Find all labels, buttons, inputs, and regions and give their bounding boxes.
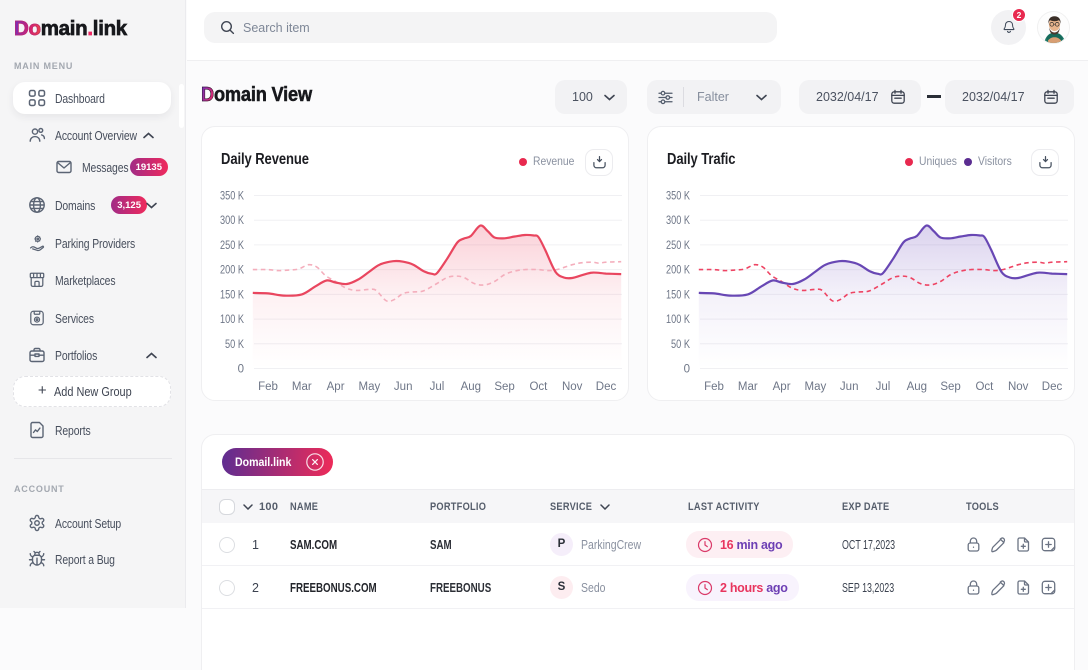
svg-text:Aug: Aug bbox=[461, 381, 481, 393]
svg-text:May: May bbox=[805, 381, 827, 393]
svg-text:Dec: Dec bbox=[596, 381, 617, 393]
svg-text:Mar: Mar bbox=[738, 381, 758, 393]
svg-text:250 K: 250 K bbox=[220, 240, 244, 252]
svg-text:150 K: 150 K bbox=[666, 289, 690, 301]
svg-text:Jul: Jul bbox=[876, 381, 891, 393]
svg-text:Sep: Sep bbox=[494, 381, 514, 393]
svg-text:350 K: 350 K bbox=[666, 191, 690, 203]
svg-text:Feb: Feb bbox=[258, 381, 278, 393]
svg-text:Sep: Sep bbox=[940, 381, 960, 393]
svg-text:350 K: 350 K bbox=[220, 191, 244, 203]
svg-text:Apr: Apr bbox=[327, 381, 345, 393]
svg-text:Feb: Feb bbox=[704, 381, 724, 393]
svg-text:300 K: 300 K bbox=[220, 215, 244, 227]
svg-text:250 K: 250 K bbox=[666, 240, 690, 252]
svg-text:200 K: 200 K bbox=[220, 265, 244, 277]
svg-text:May: May bbox=[359, 381, 381, 393]
svg-text:200 K: 200 K bbox=[666, 265, 690, 277]
svg-text:Jul: Jul bbox=[430, 381, 445, 393]
svg-text:50 K: 50 K bbox=[671, 339, 690, 351]
svg-text:Jun: Jun bbox=[394, 381, 413, 393]
svg-text:Dec: Dec bbox=[1042, 381, 1063, 393]
svg-text:150 K: 150 K bbox=[220, 289, 244, 301]
svg-text:Mar: Mar bbox=[292, 381, 312, 393]
svg-text:100 K: 100 K bbox=[220, 314, 244, 326]
svg-text:Jun: Jun bbox=[840, 381, 859, 393]
svg-text:300 K: 300 K bbox=[666, 215, 690, 227]
svg-text:Nov: Nov bbox=[1008, 381, 1029, 393]
svg-text:50 K: 50 K bbox=[225, 339, 244, 351]
svg-text:Oct: Oct bbox=[975, 381, 994, 393]
svg-text:100 K: 100 K bbox=[666, 314, 690, 326]
svg-text:Oct: Oct bbox=[529, 381, 548, 393]
svg-text:Aug: Aug bbox=[907, 381, 927, 393]
svg-text:0: 0 bbox=[238, 364, 244, 376]
svg-text:Apr: Apr bbox=[773, 381, 791, 393]
svg-text:Nov: Nov bbox=[562, 381, 583, 393]
svg-text:0: 0 bbox=[684, 364, 690, 376]
